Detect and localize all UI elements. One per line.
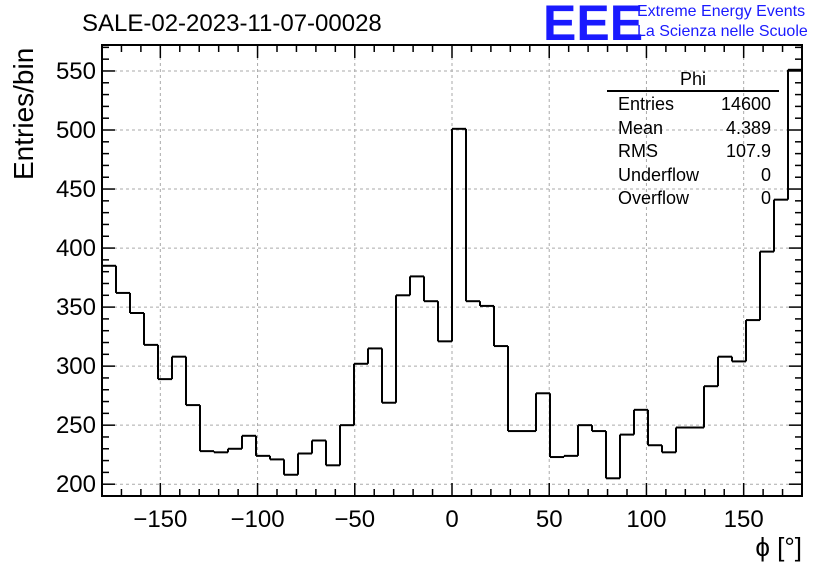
stats-label: Overflow [618, 188, 690, 208]
stats-row: Overflow 0 [607, 187, 779, 211]
stats-value: 4.389 [725, 117, 771, 138]
stats-value: 14600 [720, 94, 771, 114]
stats-box: Phi Entries 14600 Mean 4.389 RMS 107.9 U… [607, 68, 779, 211]
tick-labels: −150 −100 −50 0 50 100 150 200 250 300 350 400 450 50… [56, 58, 764, 533]
eee-logo: EEE [543, 0, 644, 51]
logo-caption: Extreme Energy Events La Scienza nelle S… [637, 2, 808, 42]
y-tick-label: 550 [56, 58, 96, 85]
stats-label: Entries [618, 94, 675, 114]
stats-row: Underflow 0 [607, 164, 779, 188]
stats-row: Entries 14600 [607, 93, 779, 117]
stats-row: RMS 107.9 [607, 140, 779, 164]
y-tick-label: 350 [56, 294, 96, 321]
chart-title: SALE-02-2023-11-07-00028 [82, 10, 382, 37]
stats-value: 0 [760, 188, 771, 208]
stats-label: RMS [618, 141, 658, 161]
x-axis-label: ϕ [°] [755, 532, 802, 562]
x-tick-label: −100 [231, 506, 285, 533]
y-axis-label: Entries/bin [8, 47, 39, 180]
x-tick-label: 50 [536, 506, 563, 533]
logo-line-2: La Scienza nelle Scuole [637, 23, 808, 40]
x-tick-label: −50 [334, 506, 375, 533]
stats-label: Mean [618, 117, 664, 138]
stats-title: Phi [607, 68, 779, 92]
histogram-series [102, 68, 802, 480]
y-tick-label: 400 [56, 235, 96, 262]
axis-ticks [101, 45, 803, 497]
x-tick-label: −150 [133, 506, 187, 533]
stats-value: 0 [760, 164, 771, 185]
y-tick-label: 450 [56, 176, 96, 203]
stats-label: Underflow [618, 164, 700, 185]
stats-row: Mean 4.389 [607, 117, 779, 141]
stats-value: 107.9 [725, 141, 771, 161]
x-tick-label: 100 [626, 506, 666, 533]
y-tick-label: 500 [56, 117, 96, 144]
y-tick-label: 250 [56, 412, 96, 439]
x-tick-label: 0 [445, 506, 458, 533]
y-tick-label: 200 [56, 471, 96, 498]
y-tick-label: 300 [56, 353, 96, 380]
logo-line-1: Extreme Energy Events [637, 3, 806, 20]
x-tick-label: 150 [724, 506, 764, 533]
